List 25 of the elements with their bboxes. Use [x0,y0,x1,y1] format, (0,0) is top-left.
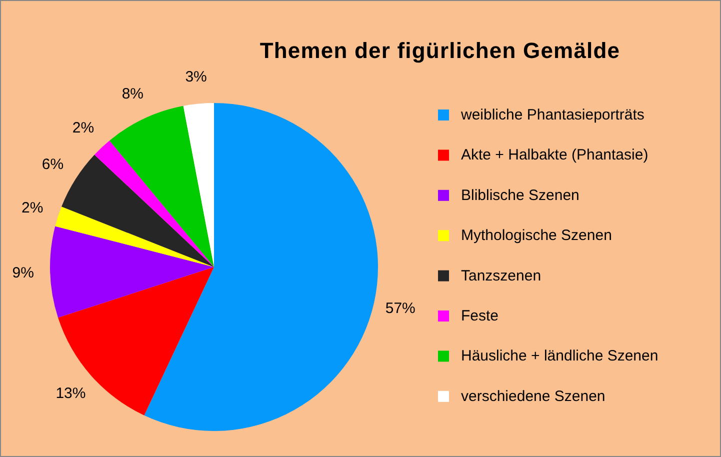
legend-label: weibliche Phantasieporträts [460,106,644,124]
chart-title: Themen der figürlichen Gemälde [260,38,620,63]
legend-label: Mythologische Szenen [461,227,612,244]
pie-slice [109,106,214,267]
pie-slice [58,267,214,416]
pie-slice [94,140,214,267]
data-label: 13% [56,384,86,402]
legend-label: Feste [461,308,499,324]
data-label: 9% [12,264,34,282]
pie-slice [62,154,214,267]
pie-slice [144,103,378,431]
data-label: 6% [42,156,64,174]
data-label: 2% [72,119,94,136]
legend-label: Bliblische Szenen [461,186,580,204]
legend-label: verschiedene Szenen [461,388,606,405]
pie-slice [50,226,214,318]
data-label: 2% [22,199,44,216]
pie-slice [55,206,214,267]
data-label: 8% [122,86,144,103]
legend-label: Häusliche + ländliche Szenen [461,348,658,365]
data-label: 57% [385,300,416,318]
legend-label: Akte + Halbakte (Phantasie) [461,146,648,164]
legend-label: Tanzszenen [461,267,542,284]
pie-slice [183,103,214,267]
data-label: 3% [185,68,207,86]
